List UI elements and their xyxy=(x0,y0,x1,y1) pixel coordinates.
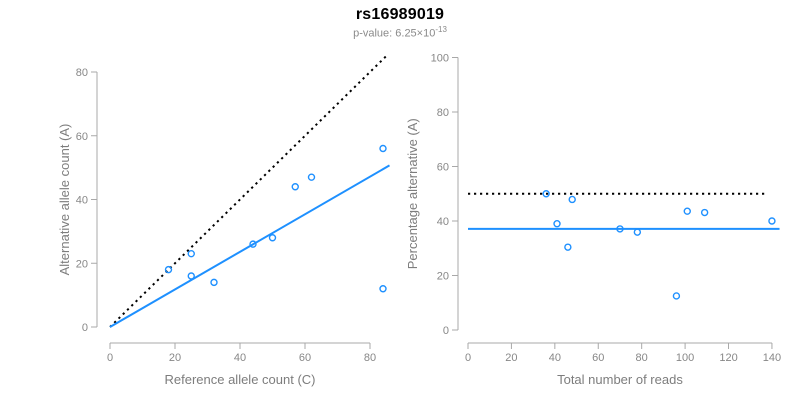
data-point xyxy=(268,234,277,242)
x-tick-label: 40 xyxy=(234,352,246,364)
x-tick-label: 40 xyxy=(549,352,561,364)
y-axis-title: Percentage alternative (A) xyxy=(405,118,420,269)
data-point xyxy=(379,285,387,293)
data-point xyxy=(291,183,299,191)
data-point xyxy=(564,243,572,251)
y-tick-label: 60 xyxy=(76,131,88,143)
data-point xyxy=(683,207,691,215)
pvalue-text: p-value: 6.25×10 xyxy=(353,27,436,40)
figure-title: rs16989019 xyxy=(355,6,445,23)
percentage-reads-scatter: 0 20 40 60 80 100 0 20 40 60 80 100 120 140 Total numb… xyxy=(405,53,781,388)
y-tick-label: 80 xyxy=(76,67,88,79)
x-axis-title: Total number of reads xyxy=(557,372,683,387)
y-tick-label: 80 xyxy=(437,107,449,119)
data-point xyxy=(187,272,195,280)
data-point xyxy=(187,249,195,258)
data-point xyxy=(210,278,218,287)
data-point xyxy=(379,144,387,153)
figure-subtitle: p-value: 6.25×10-13 xyxy=(0,25,800,40)
x-tick-label: 80 xyxy=(636,352,648,364)
data-point xyxy=(768,217,776,225)
identity-line xyxy=(109,54,388,328)
x-tick-label: 140 xyxy=(763,352,781,364)
y-tick-label: 0 xyxy=(82,322,88,334)
allele-count-scatter: 0 20 40 60 80 0 20 40 60 80 Reference allele count… xyxy=(57,54,391,387)
data-point xyxy=(633,228,642,236)
pvalue-exponent: -13 xyxy=(435,25,447,34)
x-tick-label: 80 xyxy=(364,352,376,364)
data-point xyxy=(542,190,550,198)
x-axis-title: Reference allele count (C) xyxy=(164,372,315,387)
y-tick-label: 40 xyxy=(76,195,88,207)
data-point xyxy=(700,208,709,217)
y-tick-label: 100 xyxy=(431,53,449,65)
x-tick-label: 0 xyxy=(107,352,113,364)
x-tick-label: 100 xyxy=(676,352,694,364)
x-tick-label: 60 xyxy=(299,352,311,364)
y-tick-label: 0 xyxy=(443,325,449,337)
data-point xyxy=(553,220,561,228)
x-tick-label: 20 xyxy=(505,352,517,364)
y-tick-label: 20 xyxy=(76,258,88,270)
data-point xyxy=(568,195,576,204)
fit-line xyxy=(109,164,391,328)
data-point xyxy=(307,173,316,181)
data-point xyxy=(616,225,624,233)
y-axis-title: Alternative allele count (A) xyxy=(57,124,72,276)
x-tick-label: 60 xyxy=(592,352,604,364)
data-point xyxy=(249,240,257,248)
y-tick-label: 40 xyxy=(437,216,449,228)
data-point xyxy=(164,265,173,274)
x-tick-label: 20 xyxy=(169,352,181,364)
y-tick-label: 60 xyxy=(437,162,449,174)
x-tick-label: 120 xyxy=(719,352,737,364)
data-point xyxy=(672,292,681,300)
y-tick-label: 20 xyxy=(437,271,449,283)
x-tick-label: 0 xyxy=(465,352,471,364)
